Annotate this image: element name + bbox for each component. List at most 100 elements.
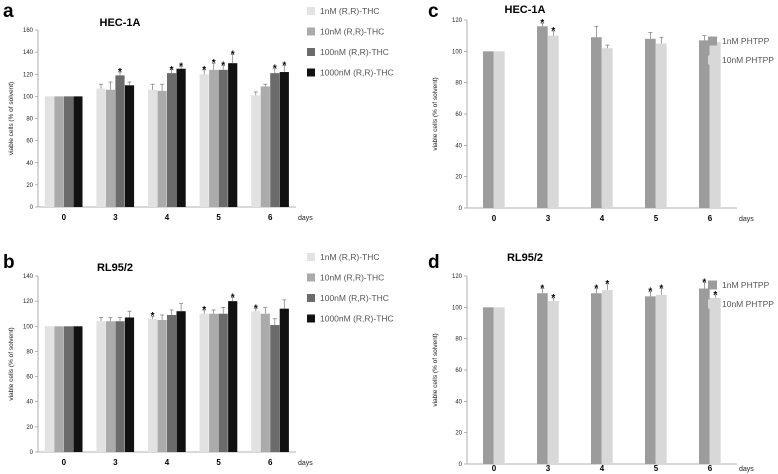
significance-marker: * <box>551 293 555 304</box>
bar-b-s3-c0 <box>73 326 83 452</box>
bar-b-s2-c3 <box>218 313 228 452</box>
significance-marker: * <box>151 311 155 322</box>
bar-d-s0-c1 <box>537 293 548 464</box>
bar-d-s1-c2 <box>602 290 613 464</box>
x-tick-label: 4 <box>600 464 605 473</box>
bar-b-s0-c3 <box>199 313 209 452</box>
y-tick-label: 20 <box>26 425 33 431</box>
legend-swatch <box>307 68 315 77</box>
legend-entry: 10nM PHTPP <box>722 55 774 65</box>
y-tick-label: 100 <box>452 49 463 55</box>
legend-swatch <box>708 36 717 46</box>
legend-swatch <box>307 314 315 323</box>
bar-a-s3-c0 <box>73 96 83 207</box>
legend-swatch <box>708 55 717 65</box>
y-tick-label: 60 <box>26 375 33 381</box>
bar-d-s0-c4 <box>699 288 710 464</box>
bar-c-s0-c2 <box>591 37 602 208</box>
y-axis-label: viable cells (% of solvent) <box>432 77 439 150</box>
x-tick-label: 5 <box>216 458 221 467</box>
bar-b-s2-c1 <box>115 321 125 452</box>
y-tick-label: 80 <box>455 337 462 343</box>
panel-letter: d <box>428 252 440 273</box>
legend-entry: 1nM PHTPP <box>722 36 770 46</box>
legend-swatch <box>307 27 315 36</box>
bar-a-s1-c1 <box>105 89 116 207</box>
legend-swatch <box>307 253 315 261</box>
x-tick-label: 6 <box>708 464 713 473</box>
y-tick-label: 100 <box>23 94 34 100</box>
bar-a-s2-c3 <box>218 69 228 207</box>
legend-entry: 10nM (R,R)-THC <box>320 27 384 37</box>
legend-entry: 1nM PHTPP <box>722 280 770 290</box>
significance-marker: * <box>551 26 555 37</box>
chart-title: RL95/2 <box>97 262 133 274</box>
y-axis-label: viable cells (% of solvent) <box>8 82 15 155</box>
bar-a-s2-c4 <box>270 73 280 207</box>
bar-b-s1-c3 <box>209 313 219 452</box>
significance-marker: * <box>659 284 663 295</box>
panel-letter: c <box>428 1 439 22</box>
bar-b-s1-c4 <box>260 313 270 452</box>
significance-marker: * <box>202 305 206 316</box>
x-tick-label: 3 <box>113 458 118 467</box>
y-tick-label: 100 <box>452 305 463 311</box>
bar-c-s0-c4 <box>699 40 710 208</box>
bar-b-s0-c1 <box>96 321 106 452</box>
chart-title: HEC-1A <box>100 17 141 29</box>
y-axis-label: viable cells (% of solvent) <box>8 327 15 400</box>
x-tick-label: 0 <box>492 464 497 473</box>
legend-swatch <box>307 48 315 56</box>
legend-entry: 100nM (R,R)-THC <box>320 293 389 303</box>
significance-marker: * <box>254 304 258 315</box>
y-tick-label: 120 <box>452 274 463 280</box>
bar-b-s1-c0 <box>54 326 64 452</box>
bar-a-s3-c3 <box>228 63 238 207</box>
y-axis-label: viable cells (% of solvent) <box>432 333 439 406</box>
bar-a-s0-c4 <box>251 95 261 207</box>
x-tick-label: 0 <box>62 213 67 222</box>
significance-marker: * <box>273 64 277 75</box>
significance-marker: * <box>594 284 598 295</box>
y-tick-label: 120 <box>23 299 34 305</box>
legend-swatch <box>708 299 717 309</box>
bar-d-s0-c3 <box>645 296 656 464</box>
y-tick-label: 120 <box>23 72 34 78</box>
x-tick-label: 6 <box>268 458 273 467</box>
x-tick-label: 5 <box>654 464 659 473</box>
legend-swatch <box>307 7 315 15</box>
bar-a-s1-c4 <box>260 86 270 207</box>
x-tick-label: 4 <box>165 213 170 222</box>
legend-entry: 1000nM (R,R)-THC <box>320 68 394 78</box>
y-tick-label: 140 <box>23 50 34 56</box>
bar-c-s1-c0 <box>494 51 505 209</box>
x-tick-label: 0 <box>62 458 67 467</box>
y-tick-label: 0 <box>459 462 463 468</box>
legend-entry: 10nM (R,R)-THC <box>320 273 384 283</box>
bar-c-s1-c1 <box>548 35 559 208</box>
bar-b-s0-c2 <box>148 318 158 452</box>
significance-marker: * <box>540 284 544 295</box>
legend-swatch <box>708 280 717 290</box>
chart-title: RL95/2 <box>507 252 543 264</box>
bar-b-s2-c0 <box>63 326 73 452</box>
bar-a-s0-c2 <box>148 89 158 207</box>
significance-marker: * <box>231 292 235 303</box>
panel-letter: b <box>3 252 15 273</box>
x-tick-label: 6 <box>708 214 713 223</box>
significance-marker: * <box>221 60 225 71</box>
significance-marker: * <box>702 277 706 288</box>
bar-c-s0-c3 <box>645 38 656 208</box>
bar-b-s2-c2 <box>167 314 177 452</box>
significance-marker: * <box>605 279 609 290</box>
bar-c-s0-c1 <box>537 26 548 209</box>
x-tick-label: 4 <box>165 458 170 467</box>
x-tick-label: 5 <box>216 213 221 222</box>
y-tick-label: 0 <box>459 206 463 212</box>
x-tick-label: 5 <box>654 214 659 223</box>
bar-b-s3-c3 <box>228 301 238 452</box>
bar-a-s1-c2 <box>157 90 167 207</box>
